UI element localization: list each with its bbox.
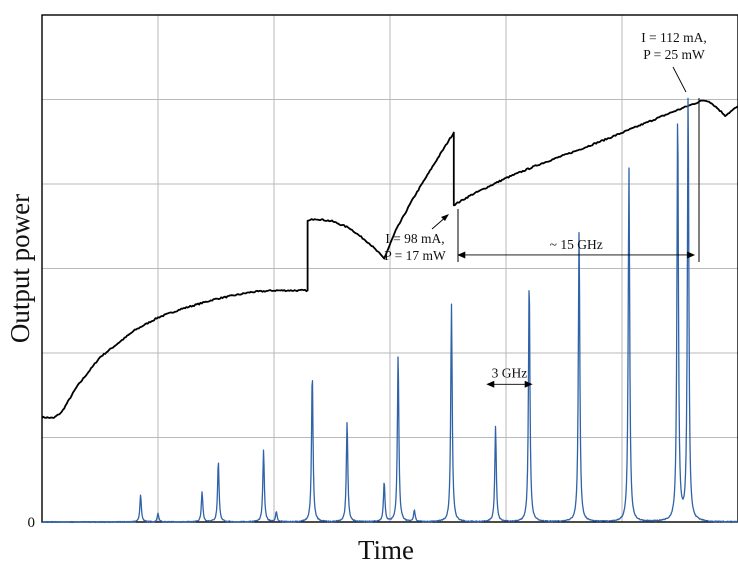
annotation-power-high: P = 25 mW [643,47,705,62]
output-power-curve [41,99,738,419]
x-axis-label: Time [358,535,414,565]
arrowhead [486,380,495,388]
annotation-current-high: I = 112 mA, [641,30,707,45]
arrowhead [687,251,696,259]
arrowhead [524,380,533,388]
annotation-power-low: P = 17 mW [384,248,446,263]
y-axis-label: Output power [5,194,35,343]
arrowhead [457,251,466,259]
y-tick-label-0: 0 [28,515,36,531]
annotation-current-low: I = 98 mA, [385,231,444,246]
leader-line [672,66,687,93]
annotations: I = 112 mA, P = 25 mW I = 98 mA, P = 17 mW ~… [384,30,707,388]
plot-frame [41,14,738,523]
annotation-15ghz: ~ 15 GHz [550,237,603,252]
arrowhead [441,214,449,221]
spectrum-trace [41,97,738,524]
annotation-3ghz: 3 GHz [492,365,528,380]
grid [42,15,738,522]
